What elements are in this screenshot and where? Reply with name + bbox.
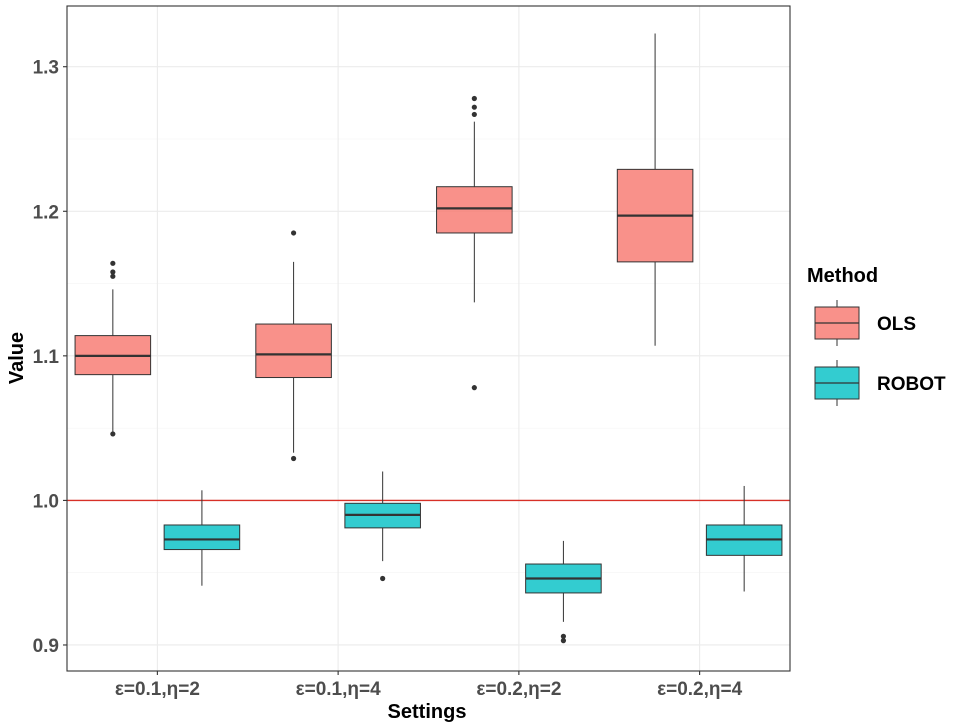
box-body (255, 323, 332, 379)
box-robot (525, 540, 602, 644)
y-tick-label: 1.0 (33, 491, 59, 512)
outlier-point (471, 385, 477, 391)
grid-lines (67, 6, 790, 671)
outlier-point (471, 111, 477, 118)
y-tick-label: 1.2 (33, 202, 59, 223)
outlier-point (110, 273, 116, 279)
box-ols (436, 95, 513, 391)
outlier-point (110, 260, 116, 266)
y-tick-label: 0.9 (33, 636, 59, 657)
y-axis-title: Value (6, 332, 28, 384)
legend-label: ROBOT (877, 374, 946, 395)
x-tick-label: ε=0.2,η=4 (657, 679, 743, 700)
boxes (74, 33, 783, 644)
x-tick-label: ε=0.1,η=2 (115, 679, 200, 700)
legend-item-robot: ROBOT (814, 360, 946, 406)
box-ols (616, 33, 694, 346)
panel-border (66, 5, 791, 672)
y-axis-ticks: 0.9 1.0 1.1 1.2 1.3 (33, 58, 67, 657)
box-robot (344, 471, 421, 582)
outlier-point (471, 95, 477, 102)
legend-item-ols: OLS (814, 300, 916, 346)
box-ols (255, 230, 332, 462)
y-tick-label: 1.3 (33, 58, 59, 79)
y-tick-label: 1.1 (33, 347, 60, 368)
outlier-point (110, 431, 116, 437)
legend: Method OLS ROBOT (807, 265, 946, 406)
outlier-point (110, 269, 116, 275)
x-tick-label: ε=0.1,η=4 (296, 679, 382, 700)
outlier-point (560, 638, 567, 644)
outlier-point (560, 633, 567, 639)
outlier-point (471, 104, 477, 110)
outlier-point (290, 455, 297, 462)
x-axis-title: Settings (388, 701, 467, 723)
box-robot (163, 490, 241, 586)
box-robot (705, 485, 783, 592)
legend-title: Method (807, 265, 878, 287)
x-tick-label: ε=0.2,η=2 (476, 679, 561, 700)
box-body (436, 186, 513, 234)
outlier-point (380, 575, 386, 582)
box-body (163, 524, 241, 551)
x-axis-ticks: ε=0.1,η=2 ε=0.1,η=4 ε=0.2,η=2 ε=0.2,η=4 (115, 671, 743, 700)
box-ols (74, 260, 152, 437)
outlier-point (290, 230, 297, 236)
legend-label: OLS (877, 314, 916, 335)
